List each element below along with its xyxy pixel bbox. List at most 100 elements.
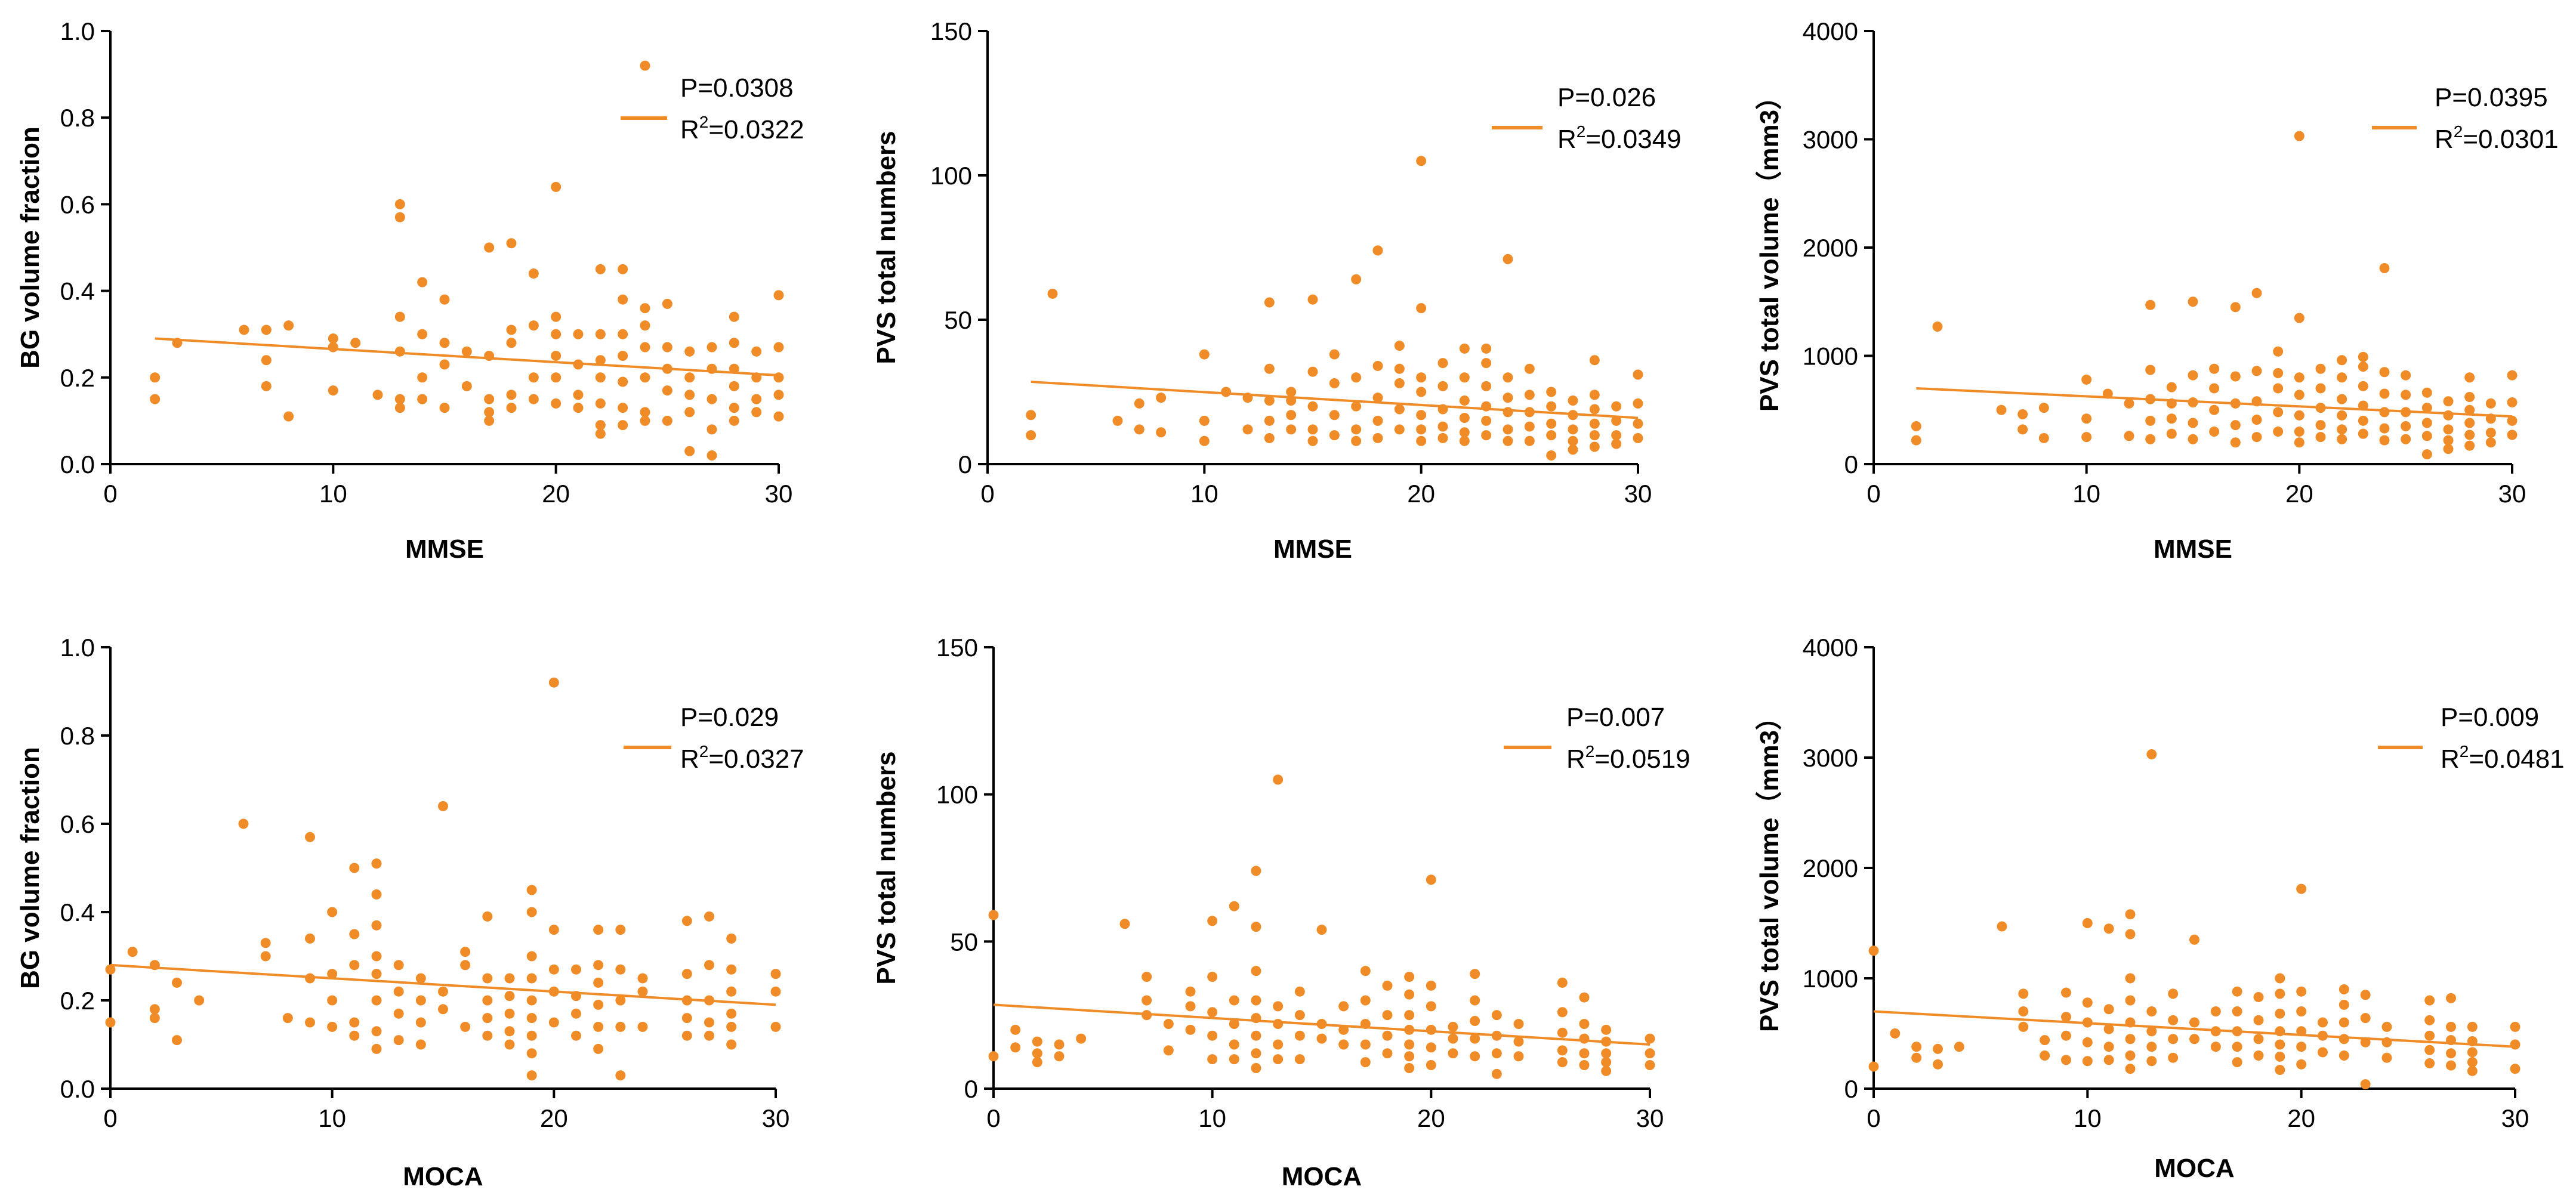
data-point — [2061, 1012, 2071, 1022]
data-point — [1394, 378, 1405, 388]
data-point — [704, 1030, 714, 1041]
data-point — [371, 858, 382, 869]
data-point — [1142, 1010, 1152, 1021]
y-axis-title: PVS total volume（mm3） — [1755, 84, 1784, 412]
data-point — [1416, 410, 1427, 421]
data-point — [1316, 925, 1327, 935]
data-point — [1426, 1060, 1436, 1071]
data-point — [1954, 1042, 1964, 1052]
data-point — [484, 351, 495, 361]
data-point — [349, 1017, 360, 1028]
y-tick-label: 0 — [1844, 1075, 1858, 1103]
data-point — [751, 394, 762, 404]
data-point — [2146, 749, 2157, 759]
data-point — [707, 363, 717, 374]
data-point — [2485, 398, 2496, 409]
data-point — [2358, 381, 2368, 391]
data-point — [2401, 421, 2411, 431]
data-point — [1611, 430, 1622, 441]
data-point — [2379, 423, 2390, 434]
data-point — [415, 1039, 426, 1050]
data-point — [2273, 383, 2284, 394]
data-point — [726, 1008, 737, 1019]
data-point — [1264, 363, 1275, 374]
data-point — [2230, 420, 2241, 431]
data-point — [1316, 1033, 1327, 1044]
data-point — [704, 960, 714, 971]
data-point — [371, 995, 382, 1006]
data-point — [1163, 1045, 1174, 1056]
y-axis-title: BG volume fraction — [16, 126, 45, 369]
chart-panel-1: 0.0 0.2 0.4 0.6 0.8 1.0 0 10 20 30 MMSE BG volume f… — [16, 17, 804, 564]
data-point — [637, 1021, 648, 1032]
data-point — [1229, 1018, 1239, 1029]
data-point — [2251, 366, 2262, 376]
data-point — [551, 329, 562, 339]
data-point — [2337, 434, 2347, 444]
data-point — [573, 359, 584, 370]
x-tick-label: 20 — [540, 1104, 568, 1132]
data-point — [1491, 1030, 1502, 1041]
data-point — [2209, 383, 2220, 394]
data-point — [595, 420, 606, 431]
data-point — [1307, 294, 1318, 305]
data-point — [2443, 396, 2454, 407]
data-point — [504, 1026, 515, 1037]
data-point — [1448, 1033, 1458, 1044]
data-point — [2337, 394, 2347, 404]
y-tick-label: 0 — [964, 1075, 978, 1103]
data-point — [1557, 1045, 1568, 1056]
data-point — [1470, 1051, 1480, 1062]
data-point — [1524, 421, 1535, 432]
data-point — [1481, 343, 1492, 354]
data-point — [548, 964, 559, 975]
data-point — [1459, 372, 1470, 383]
data-point — [526, 907, 537, 917]
data-point — [707, 394, 717, 404]
data-point — [618, 264, 628, 274]
data-point — [593, 1021, 604, 1032]
data-point — [595, 264, 606, 274]
data-point — [2275, 988, 2285, 999]
data-point — [1264, 297, 1275, 308]
data-point — [327, 907, 338, 917]
data-point — [504, 973, 515, 984]
data-point — [2507, 415, 2518, 426]
data-point — [1199, 415, 1210, 426]
data-point — [526, 1030, 537, 1041]
data-point — [2358, 428, 2368, 439]
data-point — [2081, 374, 2092, 385]
data-point — [349, 929, 360, 940]
data-point — [551, 398, 562, 409]
data-point — [1513, 1036, 1524, 1047]
data-point — [328, 342, 338, 353]
data-point — [988, 1051, 999, 1062]
data-point — [2315, 420, 2326, 431]
data-point — [2166, 428, 2177, 439]
x-tick-label: 20 — [2287, 1104, 2315, 1132]
data-point — [1264, 415, 1275, 426]
data-point — [1601, 1036, 1612, 1047]
y-axis-title: PVS total volume（mm3） — [1755, 704, 1784, 1032]
data-point — [2251, 396, 2262, 407]
data-point — [149, 960, 160, 971]
data-point — [593, 999, 604, 1010]
data-point — [105, 1017, 116, 1028]
data-point — [729, 311, 739, 322]
data-point — [372, 390, 383, 400]
data-point — [662, 415, 672, 426]
data-point — [2275, 1039, 2285, 1050]
data-point — [1010, 1024, 1021, 1035]
data-point — [2339, 1050, 2349, 1061]
data-point — [1307, 401, 1318, 412]
data-point — [2210, 1042, 2221, 1052]
data-point — [460, 960, 471, 971]
data-point — [1546, 387, 1557, 397]
data-point — [1294, 1054, 1305, 1065]
data-point — [305, 1017, 315, 1028]
data-point — [2209, 427, 2220, 437]
data-point — [460, 947, 471, 957]
x-tick-label: 0 — [103, 1104, 117, 1132]
data-point — [2189, 1017, 2199, 1028]
data-point — [1911, 435, 1921, 446]
